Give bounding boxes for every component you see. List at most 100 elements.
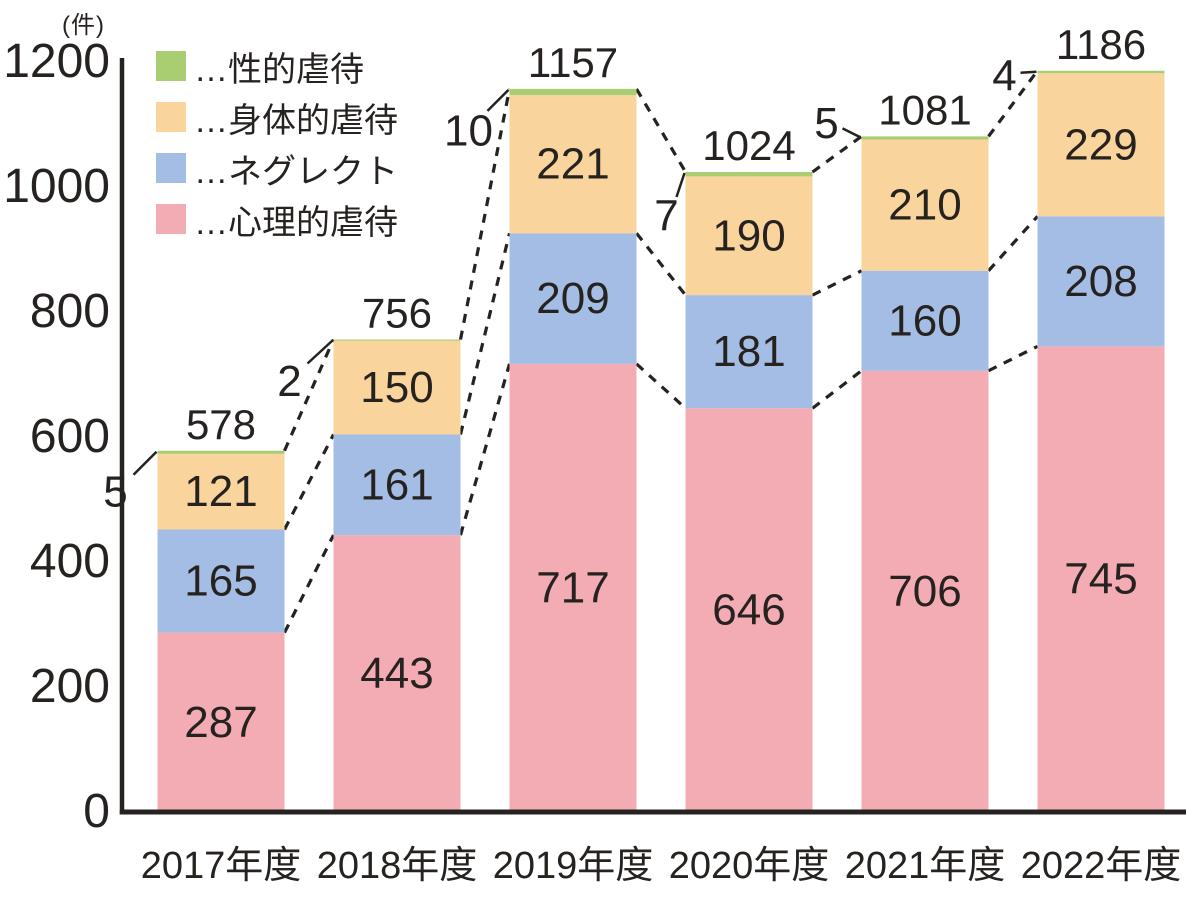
y-axis-tick-label: 800: [29, 285, 110, 338]
total-value-label: 756: [362, 290, 432, 337]
bar-segment-心理的虐待: [509, 363, 637, 812]
segment-value-label: 229: [1064, 120, 1137, 169]
connector-line-neglect-top: [987, 215, 1039, 272]
connector-line-neglect-top: [283, 433, 335, 531]
total-value-label: 578: [186, 401, 256, 448]
connector-line-psychological-top: [987, 344, 1039, 373]
bar-segment-心理的虐待: [333, 535, 461, 812]
connector-line-neglect-top: [458, 232, 512, 435]
sexual-abuse-value-label: 5: [814, 99, 838, 148]
segment-value-label: 121: [184, 467, 257, 516]
connector-line-total: [635, 88, 687, 173]
sexual-abuse-leader-line: [306, 339, 334, 365]
segment-value-label: 150: [360, 363, 433, 412]
sexual-abuse-leader-line: [1020, 70, 1037, 74]
x-axis-category-label: 2018年度: [316, 845, 478, 887]
x-axis-category-label: 2017年度: [140, 845, 302, 887]
chart-legend: …性的虐待 …身体的虐待 …ネグレクト …心理的虐待: [156, 46, 398, 250]
connector-line-total: [283, 338, 335, 452]
connector-line-psychological-top: [811, 369, 863, 410]
segment-value-label: 210: [888, 181, 961, 230]
segment-value-label: 717: [536, 563, 609, 612]
sexual-abuse-leader-line: [132, 450, 158, 476]
legend-swatch-neglect-icon: [156, 153, 186, 183]
connector-line-psychological-top: [283, 534, 335, 634]
connector-line-total: [458, 88, 512, 340]
segment-value-label: 165: [184, 557, 257, 606]
y-axis-tick-label: 0: [83, 785, 110, 838]
bar-segment-心理的虐待: [861, 370, 989, 812]
bar-segment-性的虐待: [509, 88, 637, 96]
segment-value-label: 208: [1064, 257, 1137, 306]
y-axis-tick-label: 200: [29, 660, 110, 713]
bar-segment-性的虐待: [685, 172, 813, 177]
segment-value-label: 161: [360, 460, 433, 509]
total-value-label: 1186: [1056, 21, 1146, 68]
legend-label: …ネグレクト: [194, 152, 398, 191]
y-axis-tick-label: 1200: [3, 35, 110, 88]
bar-segment-性的虐待: [333, 339, 461, 341]
bar-segment-身体的虐待: [1037, 73, 1165, 217]
bar-segment-心理的虐待: [685, 408, 813, 812]
legend-item-neglect: …ネグレクト: [156, 148, 398, 191]
bar-segment-ネグレクト: [1037, 216, 1165, 347]
total-value-label: 1081: [878, 86, 971, 133]
connector-line-psychological-top: [458, 363, 512, 536]
total-value-label: 1157: [528, 39, 618, 86]
segment-value-label: 706: [888, 567, 961, 616]
legend-item-physical-abuse: …身体的虐待: [156, 97, 398, 140]
bar-segment-心理的虐待: [1037, 346, 1165, 812]
sexual-abuse-leader-line: [675, 172, 686, 198]
bar-segment-身体的虐待: [157, 453, 285, 530]
segment-value-label: 745: [1064, 555, 1137, 604]
legend-swatch-sexual-abuse-icon: [156, 51, 186, 81]
sexual-abuse-value-label: 10: [444, 106, 493, 155]
legend-item-sexual-abuse: …性的虐待: [156, 46, 398, 89]
sexual-abuse-value-label: 7: [654, 192, 678, 241]
sexual-abuse-leader-line: [841, 127, 862, 139]
legend-label: …性的虐待: [194, 50, 364, 89]
legend-label: …心理的虐待: [194, 203, 398, 242]
y-axis-tick-label: 1000: [3, 160, 110, 213]
bar-segment-ネグレクト: [685, 295, 813, 409]
x-axis-category-label: 2020年度: [668, 845, 830, 887]
segment-value-label: 209: [536, 274, 609, 323]
bar-segment-ネグレクト: [861, 270, 989, 371]
bar-segment-性的虐待: [157, 450, 285, 454]
segment-value-label: 646: [712, 586, 785, 635]
segment-value-label: 160: [888, 296, 961, 345]
connector-line-neglect-top: [811, 269, 863, 297]
bar-segment-ネグレクト: [509, 233, 637, 364]
segment-value-label: 190: [712, 211, 785, 260]
segment-value-label: 181: [712, 327, 785, 376]
bar-segment-身体的虐待: [333, 340, 461, 435]
sexual-abuse-leader-line: [486, 88, 510, 112]
sexual-abuse-value-label: 4: [992, 51, 1016, 100]
y-axis-tick-label: 600: [29, 410, 110, 463]
bar-segment-ネグレクト: [333, 434, 461, 536]
segment-value-label: 287: [184, 698, 257, 747]
sexual-abuse-value-label: 2: [277, 357, 301, 406]
y-axis-unit-label: (件): [62, 12, 105, 39]
y-axis-tick-label: 400: [29, 535, 110, 588]
connector-line-total: [987, 69, 1039, 138]
segment-value-label: 443: [360, 649, 433, 698]
legend-swatch-physical-abuse-icon: [156, 102, 186, 132]
total-value-label: 1024: [702, 122, 795, 169]
bar-segment-身体的虐待: [861, 139, 989, 271]
legend-item-psychological-abuse: …心理的虐待: [156, 199, 398, 242]
bar-segment-身体的虐待: [509, 95, 637, 234]
bar-segment-ネグレクト: [157, 529, 285, 633]
x-axis-category-label: 2022年度: [1020, 845, 1182, 887]
bar-segment-心理的虐待: [157, 632, 285, 812]
bar-segment-性的虐待: [861, 136, 989, 140]
legend-label: …身体的虐待: [194, 101, 398, 140]
bar-segment-性的虐待: [1037, 70, 1165, 74]
x-axis-category-label: 2021年度: [844, 845, 1006, 887]
legend-swatch-psychological-abuse-icon: [156, 204, 186, 234]
connector-line-neglect-top: [635, 232, 687, 297]
x-axis-category-label: 2019年度: [492, 845, 654, 887]
connector-line-psychological-top: [635, 362, 687, 410]
